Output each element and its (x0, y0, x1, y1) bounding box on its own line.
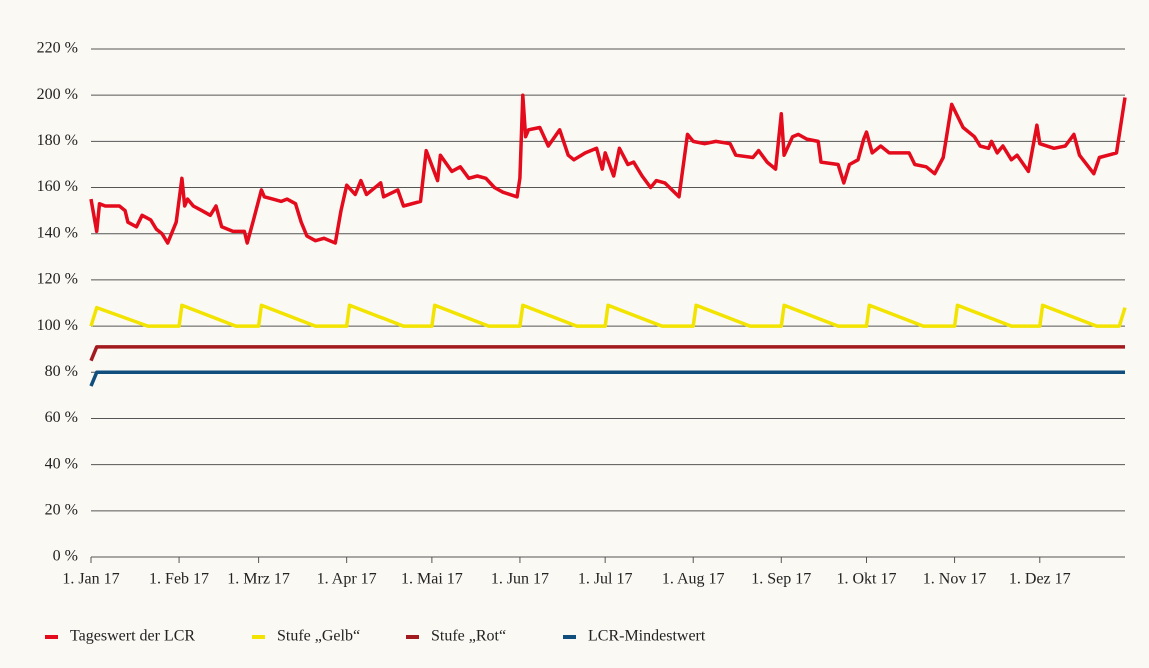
y-tick-label: 60 % (45, 409, 78, 426)
y-tick-label: 40 % (45, 455, 78, 472)
legend-label: Stufe „Gelb“ (277, 628, 360, 645)
x-tick-label: 1. Jul 17 (578, 571, 633, 588)
x-tick-label: 1. Jan 17 (62, 571, 119, 588)
series-line (89, 370, 1125, 387)
x-tick-label: 1. Aug 17 (662, 571, 725, 588)
x-tick-label: 1. Mrz 17 (227, 571, 290, 588)
y-tick-label: 220 % (37, 40, 78, 57)
y-tick-label: 120 % (37, 271, 78, 288)
y-tick-label: 80 % (45, 363, 78, 380)
series-line (89, 303, 1127, 328)
y-tick-label: 100 % (37, 317, 78, 334)
x-tick-label: 1. Mai 17 (401, 571, 463, 588)
x-tick-label: 1. Feb 17 (149, 571, 209, 588)
y-tick-label: 140 % (37, 224, 78, 241)
x-tick-label: 1. Jun 17 (491, 571, 549, 588)
x-tick-label: 1. Nov 17 (923, 571, 987, 588)
y-tick-label: 0 % (53, 548, 78, 565)
x-tick-label: 1. Dez 17 (1009, 571, 1071, 588)
y-tick-label: 180 % (37, 132, 78, 149)
x-tick-label: 1. Okt 17 (837, 571, 897, 588)
x-tick-label: 1. Sep 17 (751, 571, 811, 588)
y-tick-label: 200 % (37, 86, 78, 103)
series-line (89, 345, 1125, 362)
legend-label: LCR-Mindestwert (588, 628, 706, 645)
x-tick-label: 1. Apr 17 (317, 571, 377, 588)
series-line (89, 93, 1127, 245)
y-tick-label: 20 % (45, 501, 78, 518)
legend-label: Tageswert der LCR (70, 628, 195, 645)
legend-label: Stufe „Rot“ (431, 628, 506, 645)
y-tick-label: 160 % (37, 178, 78, 195)
